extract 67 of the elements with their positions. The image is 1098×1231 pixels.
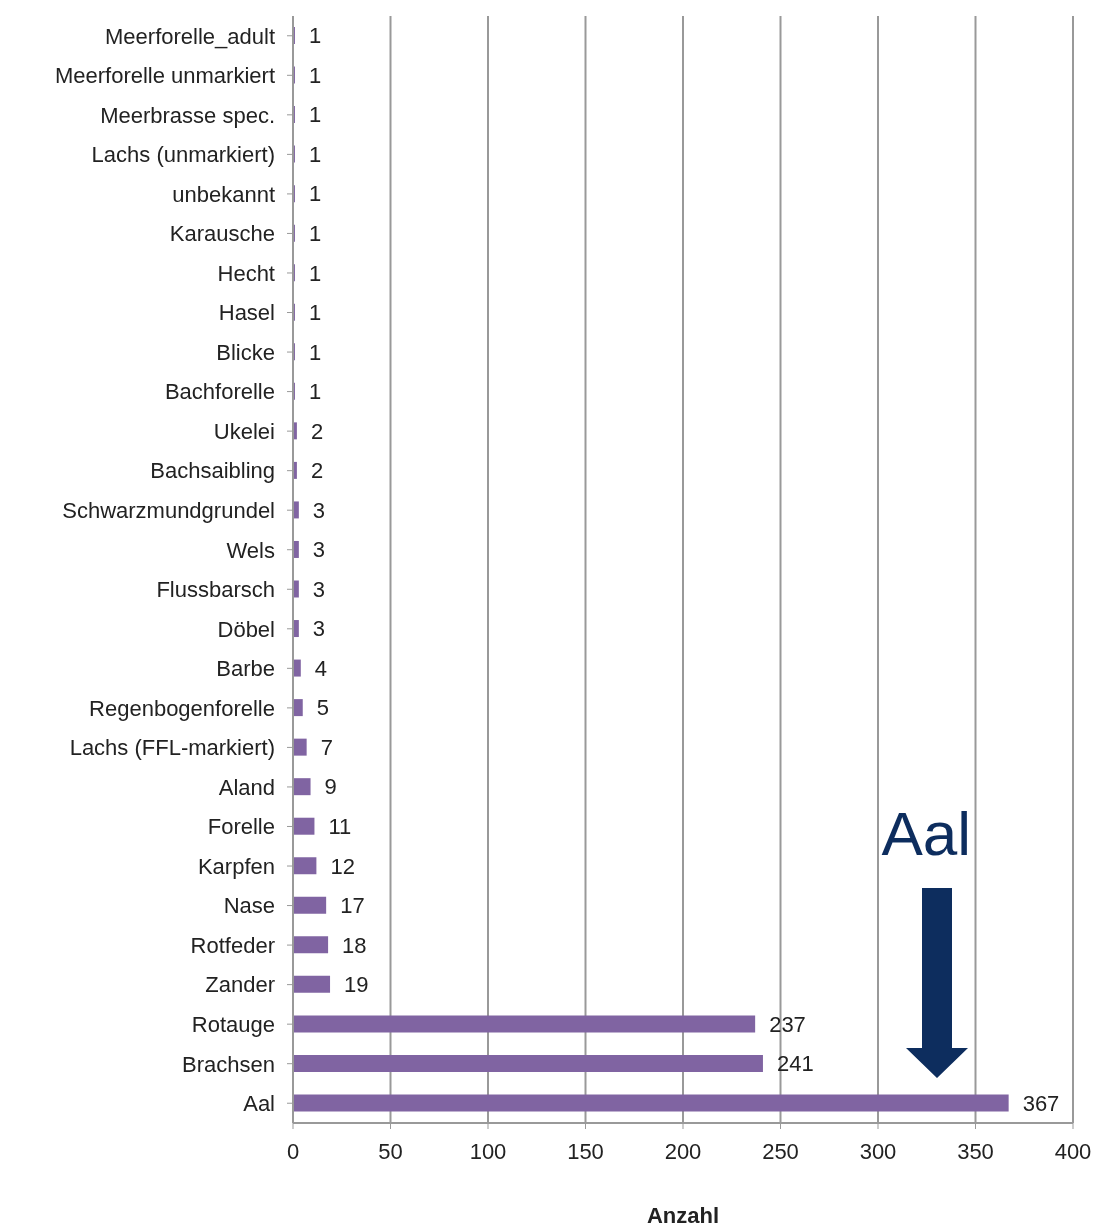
y-tick-label: Aland [218, 774, 275, 800]
data-label: 1 [308, 339, 322, 365]
x-tick-label: 400 [1054, 1138, 1092, 1164]
y-tick-label: Lachs (FFL-markiert) [69, 735, 275, 761]
data-label: 1 [308, 23, 322, 49]
data-label: 9 [324, 774, 337, 800]
data-label: 1 [308, 181, 322, 207]
x-tick-label: 300 [859, 1138, 897, 1164]
data-label: 3 [312, 537, 326, 563]
y-tick-label: Barbe [216, 656, 275, 682]
data-label: 5 [316, 695, 329, 721]
data-label: 1 [308, 141, 322, 167]
data-label: 18 [342, 932, 367, 958]
y-tick-label: Forelle [207, 814, 275, 840]
data-label: 241 [776, 1051, 814, 1077]
data-label: 367 [1022, 1090, 1060, 1116]
y-tick-label: Meerforelle_adult [105, 23, 275, 49]
y-tick-label: Meerbrasse spec. [100, 102, 275, 128]
y-tick-label: Lachs (unmarkiert) [91, 142, 275, 168]
x-tick-label: 350 [957, 1138, 994, 1164]
y-tick-label: Bachsaibling [150, 458, 275, 484]
y-tick-label: Hecht [217, 260, 275, 286]
y-tick-label: Nase [223, 893, 275, 919]
data-label: 7 [320, 734, 333, 760]
data-label: 3 [312, 497, 326, 523]
x-axis-title: Anzahl [646, 1203, 720, 1228]
data-label: 12 [330, 853, 355, 879]
data-label: 1 [308, 62, 322, 88]
data-label: 2 [310, 458, 324, 484]
y-tick-label: Brachsen [182, 1051, 275, 1077]
x-tick-label: 0 [286, 1138, 300, 1164]
data-label: 2 [310, 418, 324, 444]
y-tick-label: Karausche [169, 221, 275, 247]
data-label: 1 [308, 102, 322, 128]
y-tick-label: Ukelei [213, 418, 275, 444]
data-label: 1 [308, 300, 322, 326]
y-tick-label: Zander [205, 972, 275, 998]
data-label: 4 [314, 655, 328, 681]
y-tick-label: Karpfen [197, 853, 275, 879]
x-tick-label: 250 [762, 1138, 799, 1164]
y-tick-label: Regenbogenforelle [89, 695, 275, 721]
data-label: 237 [769, 1011, 806, 1037]
data-label: 17 [340, 893, 365, 919]
y-tick-label: Meerforelle unmarkiert [54, 63, 275, 89]
y-tick-label: Blicke [216, 339, 275, 365]
y-tick-label: Schwarzmundgrundel [62, 498, 275, 524]
annotation: Aal [881, 798, 972, 869]
y-tick-label: Hasel [218, 300, 275, 326]
x-tick-label: 150 [567, 1138, 604, 1164]
y-tick-label: Wels [226, 537, 275, 563]
y-tick-label: Döbel [217, 616, 275, 642]
y-tick-label: Rotauge [191, 1011, 275, 1037]
y-tick-label: Aal [243, 1091, 275, 1117]
y-tick-label: Flussbarsch [156, 577, 275, 603]
data-label: 1 [308, 260, 322, 286]
data-label: 19 [344, 972, 369, 998]
y-tick-label: Rotfeder [190, 932, 275, 958]
data-label: 3 [312, 616, 326, 642]
x-tick-label: 100 [469, 1138, 507, 1164]
data-label: 1 [308, 220, 322, 246]
y-tick-label: Bachforelle [164, 379, 275, 405]
data-label: 1 [308, 379, 322, 405]
x-tick-label: 200 [664, 1138, 702, 1164]
data-label: 3 [312, 576, 326, 602]
y-tick-label: unbekannt [172, 181, 275, 207]
x-tick-label: 50 [378, 1138, 403, 1164]
data-label: 11 [328, 814, 352, 840]
